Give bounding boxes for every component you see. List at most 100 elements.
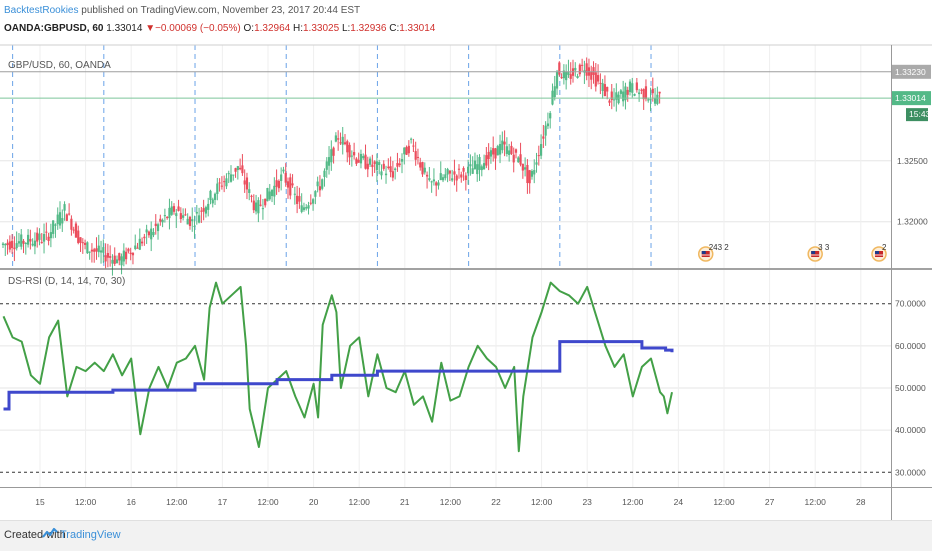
candle [649, 87, 652, 112]
candle-body [77, 230, 80, 243]
candle-body [407, 145, 410, 154]
candle [204, 205, 208, 218]
candle [505, 137, 508, 157]
candle [166, 215, 169, 220]
candle-body [88, 251, 91, 253]
candle [45, 222, 48, 241]
candle [36, 227, 39, 248]
candle [120, 253, 123, 275]
candle-body [188, 216, 192, 227]
candle-body [200, 210, 203, 212]
rsi-pane[interactable]: DS-RSI (D, 14, 14, 70, 30) [0, 270, 891, 487]
candle [261, 199, 265, 220]
candle [482, 154, 486, 170]
candle [606, 86, 609, 100]
time-tick-label: 23 [582, 497, 592, 507]
candle-body [489, 150, 493, 157]
candle-body [243, 180, 246, 185]
event-flag-icon[interactable] [871, 246, 887, 262]
candle [585, 57, 588, 81]
candle [254, 194, 258, 215]
candle-body [596, 75, 600, 82]
candle [264, 198, 267, 208]
candle [599, 73, 602, 95]
candle-body [166, 217, 169, 219]
candle-body [13, 247, 16, 250]
candle-body [291, 183, 294, 186]
candle-body [653, 97, 657, 104]
candle [332, 146, 335, 164]
candle-body [223, 181, 226, 183]
event-flag-icon[interactable] [697, 246, 714, 262]
candle [633, 93, 636, 97]
candle [460, 171, 463, 183]
candle-body [70, 218, 73, 230]
candle [359, 149, 363, 169]
candle-body [8, 241, 11, 250]
event-flag-icon[interactable] [807, 246, 823, 262]
candle-body [526, 164, 529, 183]
candle [471, 156, 474, 175]
candle [535, 152, 538, 173]
candle [207, 197, 210, 217]
time-tick-label: 15 [35, 497, 45, 507]
candle [485, 146, 488, 169]
time-tick-label: 12:00 [440, 497, 462, 507]
rsi-tick-label: 70.0000 [895, 299, 926, 309]
tradingview-link[interactable]: TradingView [60, 529, 121, 541]
candle [159, 214, 162, 226]
candle-body [555, 71, 559, 89]
candle-body [309, 202, 312, 204]
candle [512, 147, 515, 173]
candle [113, 247, 116, 266]
candle [549, 111, 552, 129]
flag-canton [701, 251, 706, 254]
candle-body [22, 240, 25, 244]
candle [209, 189, 212, 205]
candle [38, 228, 41, 246]
candle-body [658, 91, 661, 94]
candle-body [56, 214, 59, 225]
candle-body [138, 238, 141, 250]
candle-body [113, 255, 116, 264]
candle-body [544, 125, 547, 136]
price-axis-area[interactable] [891, 45, 932, 520]
tradingview-logo-icon [42, 527, 58, 538]
candle-body [168, 207, 171, 219]
price-pane[interactable]: 243 2 3 3 2 GBP/USD, 60, OANDA [0, 45, 891, 276]
chart-area[interactable]: 243 2 3 3 2 GBP/USD, 60, OANDA DS-RSI (D, 1… [0, 0, 932, 520]
open-value: 1.32964 [254, 23, 291, 34]
rsi-pane-title: DS-RSI (D, 14, 14, 70, 30) [8, 276, 125, 287]
candle-body [638, 92, 641, 95]
candle [537, 145, 540, 166]
candle [213, 192, 217, 205]
candle-body [227, 173, 230, 175]
candle-body [90, 249, 94, 252]
candle-body [432, 179, 436, 182]
candle [610, 84, 613, 110]
candle-body [482, 163, 486, 170]
candle-body [284, 172, 287, 183]
high-key: H: [293, 23, 303, 34]
candle [565, 64, 568, 90]
candle [20, 229, 23, 250]
candle-body [323, 170, 326, 178]
candle [327, 146, 331, 175]
time-tick-label: 20 [309, 497, 319, 507]
candle-body [122, 250, 125, 262]
candle-body [446, 168, 449, 175]
event-count-label: 2 [882, 243, 887, 252]
candle [476, 154, 479, 182]
candle [467, 159, 470, 185]
candle [387, 158, 390, 170]
candle [220, 176, 223, 190]
last-price: 1.33014 [106, 23, 143, 34]
candle [68, 203, 71, 216]
candle [147, 230, 151, 238]
candle [380, 164, 383, 180]
author-link[interactable]: BacktestRookies [4, 5, 79, 16]
candle [608, 99, 611, 106]
candle-body [439, 173, 442, 181]
candle [448, 170, 451, 182]
candle-body [421, 162, 424, 175]
